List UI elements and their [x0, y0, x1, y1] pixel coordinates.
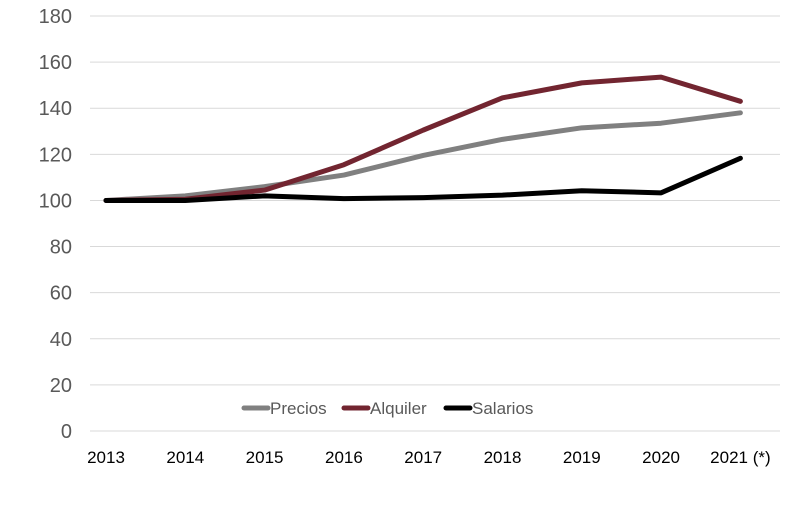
x-tick-label: 2015 — [246, 448, 284, 467]
legend: Precios Alquiler Salarios — [241, 399, 533, 418]
legend-label: Salarios — [472, 399, 533, 418]
y-tick-label: 100 — [39, 190, 72, 212]
x-tick-label: 2013 — [87, 448, 125, 467]
series-line-precios — [103, 110, 743, 203]
x-tick-label: 2018 — [484, 448, 522, 467]
gridlines — [90, 15, 780, 432]
y-tick-label: 180 — [39, 6, 72, 28]
x-tick-label: 2017 — [404, 448, 442, 467]
x-tick-label: 2019 — [563, 448, 601, 467]
y-tick-label: 120 — [39, 144, 72, 166]
series-line-salarios — [103, 155, 743, 203]
x-tick-label: 2016 — [325, 448, 363, 467]
y-axis-ticks: 0 20 40 60 80 100 120 140 160 180 — [39, 6, 72, 443]
x-tick-label: 2021 (*) — [710, 448, 770, 467]
y-tick-label: 80 — [50, 237, 72, 259]
legend-label: Precios — [270, 399, 327, 418]
legend-label: Alquiler — [370, 399, 427, 418]
y-tick-label: 160 — [39, 52, 72, 74]
y-tick-label: 40 — [50, 329, 72, 351]
x-axis-ticks: 2013 2014 2015 2016 2017 2018 2019 2020 2021 (*) — [87, 448, 771, 467]
y-tick-label: 140 — [39, 98, 72, 120]
x-tick-label: 2020 — [642, 448, 680, 467]
series-lines — [103, 74, 743, 203]
x-tick-label: 2014 — [166, 448, 204, 467]
y-tick-label: 60 — [50, 283, 72, 305]
y-tick-label: 20 — [50, 375, 72, 397]
series-line-alquiler — [103, 74, 743, 203]
y-tick-label: 0 — [61, 421, 72, 443]
